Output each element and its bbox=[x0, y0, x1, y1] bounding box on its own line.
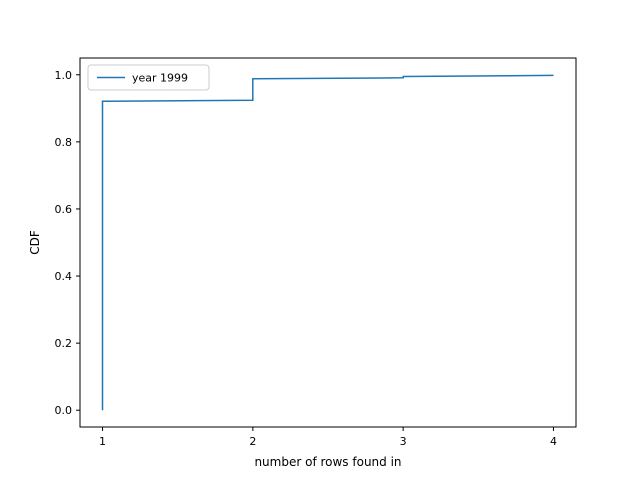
axes-frame bbox=[79, 57, 577, 428]
x-axis-ticks: 1 2 3 4 bbox=[99, 427, 557, 448]
x-tick-label: 3 bbox=[400, 435, 407, 448]
y-tick-label: 0.0 bbox=[55, 404, 73, 417]
y-tick-label: 0.4 bbox=[55, 270, 73, 283]
series-layer bbox=[101, 74, 554, 411]
legend: year 1999 bbox=[87, 64, 210, 91]
legend-box bbox=[87, 64, 210, 91]
y-tick-label: 1.0 bbox=[55, 69, 73, 82]
series-line-0 bbox=[101, 74, 554, 411]
x-tick-label: 2 bbox=[249, 435, 256, 448]
y-axis-label: CDF bbox=[28, 230, 42, 255]
y-tick-label: 0.8 bbox=[55, 136, 73, 149]
x-axis-label: number of rows found in bbox=[254, 455, 401, 469]
legend-label: year 1999 bbox=[132, 72, 188, 85]
y-tick-label: 0.6 bbox=[55, 203, 73, 216]
x-tick-label: 4 bbox=[550, 435, 557, 448]
x-tick-label: 1 bbox=[99, 435, 106, 448]
y-tick-label: 0.2 bbox=[55, 337, 73, 350]
y-axis-ticks: 0.0 0.2 0.4 0.6 0.8 1.0 bbox=[55, 69, 80, 417]
